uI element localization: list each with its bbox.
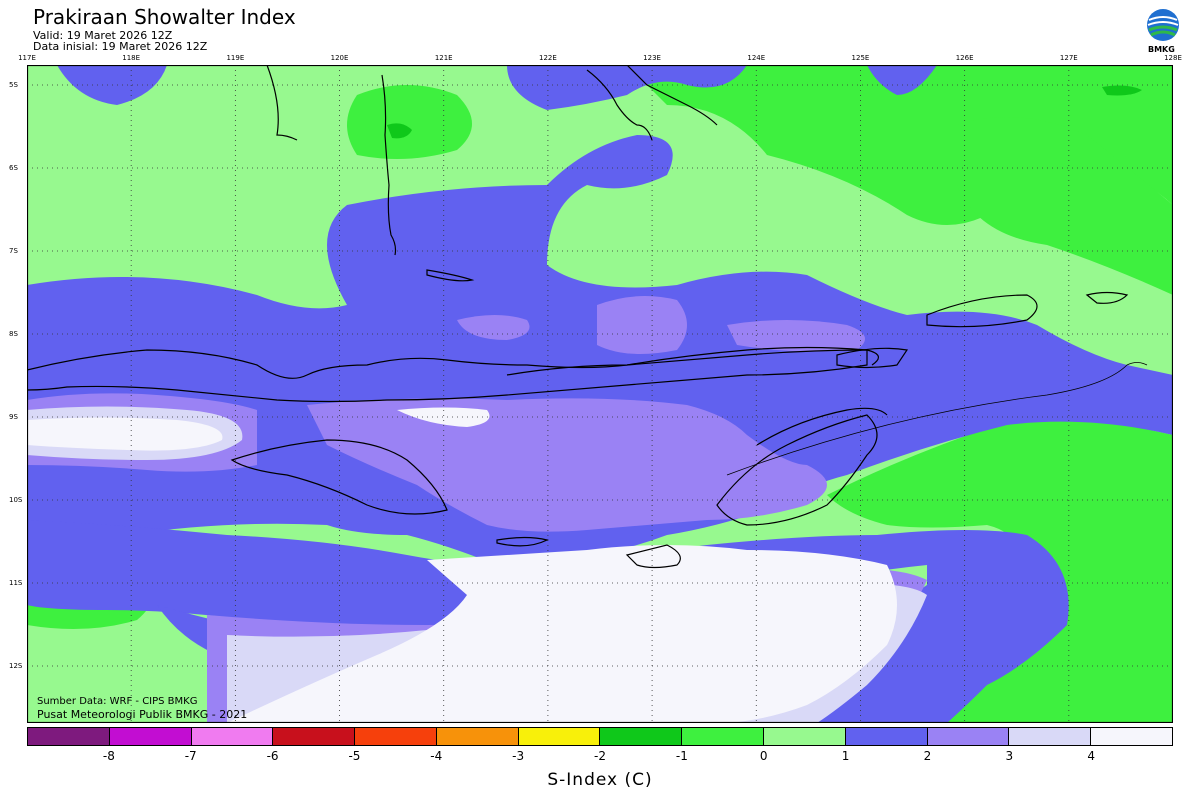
colorbar-swatch: [436, 728, 519, 745]
coast-sumba: [230, 439, 448, 515]
latitude-label: 6S: [9, 164, 18, 172]
colorbar-swatch: [518, 728, 601, 745]
contour-lavender-a: [457, 315, 530, 340]
coast-sulawesi-se: [266, 65, 298, 141]
colorbar-tick-label: -5: [348, 749, 361, 763]
source-credit: Sumber Data: WRF - CIPS BMKG: [37, 696, 198, 707]
coast-kabaena: [426, 269, 475, 282]
coast-lombok-sumbawa: [27, 346, 868, 403]
colorbar-swatch: [191, 728, 274, 745]
initial-time: Data inisial: 19 Maret 2026 12Z: [33, 40, 208, 53]
latitude-label: 7S: [9, 247, 18, 255]
contour-white-south: [227, 545, 897, 723]
contour-green-timor: [827, 417, 1173, 723]
colorbar-tick-label: 1: [841, 749, 850, 763]
colorbar-tick-label: -8: [102, 749, 115, 763]
contour-blue-north3: [867, 65, 937, 95]
colorbar-tick-label: 2: [923, 749, 932, 763]
colorbar-tick-label: -3: [512, 749, 525, 763]
longitude-label: 118E: [122, 54, 141, 62]
latitude-label: 10S: [9, 496, 23, 504]
map-title: Prakiraan Showalter Index: [33, 5, 296, 29]
coast-rote: [625, 544, 681, 569]
coastlines: [27, 65, 1148, 569]
gridlines: [27, 65, 1173, 723]
colorbar-tick-label: 0: [759, 749, 768, 763]
coast-alor-east: [926, 294, 1038, 328]
colorbar-swatch: [764, 728, 846, 745]
colorbar-tick-label: -6: [266, 749, 279, 763]
logo-text: BMKG: [1148, 45, 1175, 54]
contour-white-center: [397, 407, 490, 427]
contour-green-ne-band: [957, 117, 1173, 295]
contour-lavender-b: [597, 296, 687, 354]
colorbar-tick-label: -2: [594, 749, 606, 763]
publisher-credit: Pusat Meteorologi Publik BMKG - 2021: [37, 708, 248, 721]
colorbar-swatch: [600, 728, 683, 745]
contour-lavender-c: [727, 320, 865, 352]
colorbar-swatch: [927, 728, 1010, 745]
colorbar-swatch: [109, 728, 192, 745]
contour-blue-north2: [507, 65, 747, 110]
longitude-label: 126E: [955, 54, 974, 62]
contour-dark-green-n: [387, 123, 412, 139]
latitude-label: 5S: [9, 81, 18, 89]
colorbar-tick-label: -1: [675, 749, 688, 763]
longitude-label: 122E: [539, 54, 557, 62]
bmkg-logo-icon: [1147, 9, 1179, 41]
colorbar-swatch: [28, 728, 110, 745]
latitude-label: 8S: [9, 330, 18, 338]
contour-white-west: [27, 417, 223, 451]
longitude-label: 127E: [1059, 54, 1078, 62]
colorbar: [27, 727, 1173, 746]
colorbar-tick-label: 3: [1005, 749, 1014, 763]
coast-sulawesi-ne: [586, 69, 653, 141]
colorbar-swatch: [1009, 728, 1092, 745]
colorbar-swatch: [273, 728, 356, 745]
longitude-label: 119E: [226, 54, 245, 62]
colorbar-tick-label: -7: [184, 749, 197, 763]
valid-time: Valid: 19 Maret 2026 12Z: [33, 29, 173, 42]
contour-green-ne: [627, 65, 1173, 225]
longitude-label: 124E: [747, 54, 766, 62]
colorbar-tick-label: -4: [430, 749, 443, 763]
colorbar-swatch: [682, 728, 765, 745]
coast-flores: [506, 349, 879, 376]
contour-dark-green-ne: [1102, 85, 1142, 96]
longitude-label: 128E: [1164, 54, 1182, 62]
longitude-label: 117E: [18, 54, 36, 62]
latitude-label: 11S: [9, 579, 23, 587]
coast-timor: [716, 414, 878, 526]
longitude-label: 120E: [330, 54, 349, 62]
contour-lavender-main: [307, 398, 827, 532]
colorbar-label: S-Index (C): [547, 770, 653, 790]
contour-green-n: [347, 85, 472, 159]
colorbar-swatch: [355, 728, 437, 745]
coast-sawu: [496, 536, 549, 547]
boundary-line: [726, 362, 1148, 476]
latitude-label: 12S: [9, 662, 23, 670]
longitude-label: 121E: [434, 54, 453, 62]
colorbar-swatch: [1091, 728, 1172, 745]
colorbar-swatch: [845, 728, 928, 745]
coast-buru: [626, 65, 718, 126]
longitude-label: 125E: [851, 54, 870, 62]
latitude-label: 9S: [9, 413, 18, 421]
coast-sulawesi-south: [381, 74, 397, 256]
coast-wetar: [836, 347, 909, 369]
showalter-index-map: [27, 65, 1173, 723]
longitude-label: 123E: [643, 54, 661, 62]
coast-eastern-isles: [1085, 291, 1129, 304]
colorbar-tick-label: 4: [1087, 749, 1095, 763]
contour-blue-main: [27, 135, 1173, 565]
coast-timor-leste: [756, 407, 888, 446]
